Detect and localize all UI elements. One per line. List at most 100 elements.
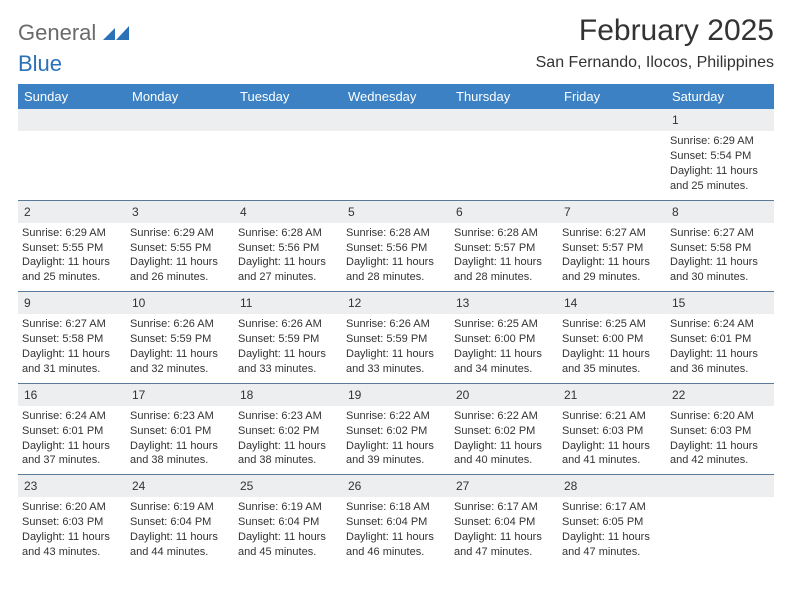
sunrise-text: Sunrise: 6:28 AM <box>238 226 338 241</box>
daylight-text: Daylight: 11 hours and 38 minutes. <box>238 439 338 469</box>
day-number: 16 <box>18 384 126 406</box>
weekday-header: Sunday <box>18 84 126 109</box>
day-cell: 27Sunrise: 6:17 AMSunset: 6:04 PMDayligh… <box>450 475 558 566</box>
sunrise-text: Sunrise: 6:29 AM <box>22 226 122 241</box>
day-cell: 8Sunrise: 6:27 AMSunset: 5:58 PMDaylight… <box>666 201 774 292</box>
week-row: 9Sunrise: 6:27 AMSunset: 5:58 PMDaylight… <box>18 291 774 383</box>
sunset-text: Sunset: 6:04 PM <box>238 515 338 530</box>
day-cell: 11Sunrise: 6:26 AMSunset: 5:59 PMDayligh… <box>234 292 342 383</box>
daylight-text: Daylight: 11 hours and 47 minutes. <box>454 530 554 560</box>
daylight-text: Daylight: 11 hours and 44 minutes. <box>130 530 230 560</box>
daylight-text: Daylight: 11 hours and 25 minutes. <box>670 164 770 194</box>
sunrise-text: Sunrise: 6:27 AM <box>562 226 662 241</box>
sunset-text: Sunset: 5:59 PM <box>130 332 230 347</box>
sunrise-text: Sunrise: 6:18 AM <box>346 500 446 515</box>
day-number <box>342 109 450 131</box>
sunset-text: Sunset: 6:04 PM <box>346 515 446 530</box>
logo-mark-icon <box>103 26 129 45</box>
sunrise-text: Sunrise: 6:17 AM <box>454 500 554 515</box>
day-number: 10 <box>126 292 234 314</box>
sunset-text: Sunset: 5:59 PM <box>238 332 338 347</box>
week-row: 1Sunrise: 6:29 AMSunset: 5:54 PMDaylight… <box>18 109 774 200</box>
sunrise-text: Sunrise: 6:23 AM <box>238 409 338 424</box>
daylight-text: Daylight: 11 hours and 36 minutes. <box>670 347 770 377</box>
day-cell: 10 Sunrise: 6:26 AMSunset: 5:59 PMDayligh… <box>126 292 234 383</box>
daylight-text: Daylight: 11 hours and 35 minutes. <box>562 347 662 377</box>
day-number: 18 <box>234 384 342 406</box>
daylight-text: Daylight: 11 hours and 28 minutes. <box>346 255 446 285</box>
sunset-text: Sunset: 6:00 PM <box>562 332 662 347</box>
day-number: 12 <box>342 292 450 314</box>
daylight-text: Daylight: 11 hours and 33 minutes. <box>346 347 446 377</box>
day-number: 19 <box>342 384 450 406</box>
sunrise-text: Sunrise: 6:21 AM <box>562 409 662 424</box>
sunset-text: Sunset: 5:58 PM <box>22 332 122 347</box>
sunrise-text: Sunrise: 6:28 AM <box>454 226 554 241</box>
day-cell: 1Sunrise: 6:29 AMSunset: 5:54 PMDaylight… <box>666 109 774 200</box>
day-cell: 7Sunrise: 6:27 AMSunset: 5:57 PMDaylight… <box>558 201 666 292</box>
day-number: 3 <box>126 201 234 223</box>
day-cell: 12Sunrise: 6:26 AMSunset: 5:59 PMDayligh… <box>342 292 450 383</box>
day-cell: 16Sunrise: 6:24 AMSunset: 6:01 PMDayligh… <box>18 384 126 475</box>
sunset-text: Sunset: 5:58 PM <box>670 241 770 256</box>
sunrise-text: Sunrise: 6:19 AM <box>238 500 338 515</box>
day-number: 26 <box>342 475 450 497</box>
sunset-text: Sunset: 6:01 PM <box>130 424 230 439</box>
day-cell <box>126 109 234 200</box>
daylight-text: Daylight: 11 hours and 39 minutes. <box>346 439 446 469</box>
day-cell <box>450 109 558 200</box>
sunset-text: Sunset: 6:05 PM <box>562 515 662 530</box>
day-number: 6 <box>450 201 558 223</box>
day-cell: 14Sunrise: 6:25 AMSunset: 6:00 PMDayligh… <box>558 292 666 383</box>
day-number: 22 <box>666 384 774 406</box>
sunset-text: Sunset: 5:59 PM <box>346 332 446 347</box>
day-cell: 20Sunrise: 6:22 AMSunset: 6:02 PMDayligh… <box>450 384 558 475</box>
daylight-text: Daylight: 11 hours and 30 minutes. <box>670 255 770 285</box>
day-number: 28 <box>558 475 666 497</box>
day-cell: 22Sunrise: 6:20 AMSunset: 6:03 PMDayligh… <box>666 384 774 475</box>
weekday-header: Saturday <box>666 84 774 109</box>
sunset-text: Sunset: 6:03 PM <box>562 424 662 439</box>
sunrise-text: Sunrise: 6:26 AM <box>238 317 338 332</box>
day-cell: 6Sunrise: 6:28 AMSunset: 5:57 PMDaylight… <box>450 201 558 292</box>
day-cell: 26Sunrise: 6:18 AMSunset: 6:04 PMDayligh… <box>342 475 450 566</box>
logo-text-blue: Blue <box>18 51 62 76</box>
daylight-text: Daylight: 11 hours and 32 minutes. <box>130 347 230 377</box>
day-cell: 19Sunrise: 6:22 AMSunset: 6:02 PMDayligh… <box>342 384 450 475</box>
sunrise-text: Sunrise: 6:27 AM <box>22 317 122 332</box>
daylight-text: Daylight: 11 hours and 29 minutes. <box>562 255 662 285</box>
sunrise-text: Sunrise: 6:29 AM <box>670 134 770 149</box>
day-number: 27 <box>450 475 558 497</box>
day-number: 5 <box>342 201 450 223</box>
sunset-text: Sunset: 5:56 PM <box>346 241 446 256</box>
day-number: 13 <box>450 292 558 314</box>
daylight-text: Daylight: 11 hours and 45 minutes. <box>238 530 338 560</box>
calendar: Sunday Monday Tuesday Wednesday Thursday… <box>18 84 774 566</box>
sunset-text: Sunset: 5:54 PM <box>670 149 770 164</box>
day-number: 25 <box>234 475 342 497</box>
weeks-container: 1Sunrise: 6:29 AMSunset: 5:54 PMDaylight… <box>18 109 774 566</box>
sunset-text: Sunset: 5:57 PM <box>562 241 662 256</box>
title-block: February 2025 San Fernando, Ilocos, Phil… <box>536 14 774 80</box>
sunrise-text: Sunrise: 6:24 AM <box>670 317 770 332</box>
day-number: 24 <box>126 475 234 497</box>
sunset-text: Sunset: 6:03 PM <box>670 424 770 439</box>
sunset-text: Sunset: 6:01 PM <box>670 332 770 347</box>
day-cell <box>342 109 450 200</box>
day-number: 17 <box>126 384 234 406</box>
day-cell: 24Sunrise: 6:19 AMSunset: 6:04 PMDayligh… <box>126 475 234 566</box>
sunset-text: Sunset: 6:03 PM <box>22 515 122 530</box>
day-cell: 9Sunrise: 6:27 AMSunset: 5:58 PMDaylight… <box>18 292 126 383</box>
weekday-header-row: Sunday Monday Tuesday Wednesday Thursday… <box>18 84 774 109</box>
day-number: 8 <box>666 201 774 223</box>
day-cell: 15Sunrise: 6:24 AMSunset: 6:01 PMDayligh… <box>666 292 774 383</box>
sunrise-text: Sunrise: 6:24 AM <box>22 409 122 424</box>
day-cell <box>558 109 666 200</box>
daylight-text: Daylight: 11 hours and 40 minutes. <box>454 439 554 469</box>
sunrise-text: Sunrise: 6:26 AM <box>130 317 230 332</box>
day-number: 20 <box>450 384 558 406</box>
day-cell: 25 Sunrise: 6:19 AMSunset: 6:04 PMDayligh… <box>234 475 342 566</box>
daylight-text: Daylight: 11 hours and 42 minutes. <box>670 439 770 469</box>
sunset-text: Sunset: 6:00 PM <box>454 332 554 347</box>
day-number: 14 <box>558 292 666 314</box>
